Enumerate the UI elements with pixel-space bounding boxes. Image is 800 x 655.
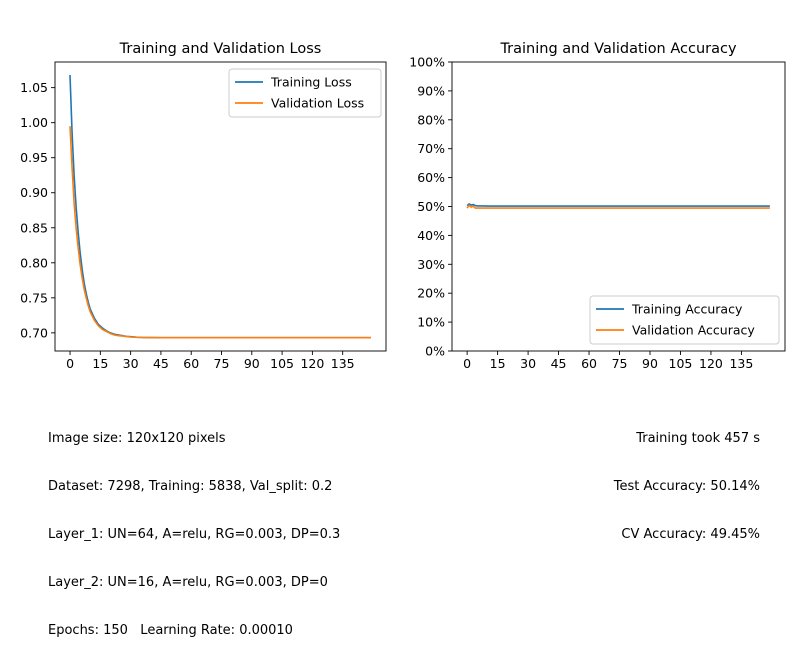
x-tick-label: 0 [66,356,74,371]
x-tick-label: 45 [551,356,567,371]
x-tick-label: 30 [520,356,536,371]
x-tick-label: 15 [92,356,108,371]
x-tick-label: 135 [331,356,355,371]
info-line: Dataset: 7298, Training: 5838, Val_split… [48,479,333,494]
result-line: CV Accuracy: 49.45% [621,527,760,542]
info-line: Layer_2: UN=16, A=relu, RG=0.003, DP=0 [48,575,328,590]
legend-label: Training Loss [270,75,352,90]
x-tick-label: 90 [642,356,658,371]
y-tick-label: 0.95 [20,150,48,165]
y-tick-label: 70% [417,141,445,156]
result-line: Training took 457 s [636,431,760,446]
result-line: Test Accuracy: 50.14% [613,479,760,494]
y-tick-label: 10% [417,315,445,330]
y-tick-label: 0.80 [20,255,48,270]
series-line [69,126,371,339]
info-line: Epochs: 150 Learning Rate: 0.00010 [48,623,293,638]
y-tick-label: 0.85 [20,220,48,235]
info-line: Image size: 120x120 pixels [48,431,226,446]
legend-label: Validation Loss [271,96,364,111]
x-tick-label: 105 [270,356,294,371]
x-tick-label: 105 [669,356,693,371]
y-tick-label: 20% [417,286,445,301]
y-tick-label: 1.05 [20,80,48,95]
series-line [466,203,770,207]
axes-frame [54,61,387,352]
y-tick-label: 60% [417,170,445,185]
chart-title: Training and Validation Loss [119,41,322,57]
x-tick-label: 135 [729,356,753,371]
legend-box [589,295,780,345]
y-tick-label: 90% [417,83,445,98]
x-tick-label: 0 [463,356,471,371]
x-tick-label: 15 [490,356,506,371]
figure: Training and Validation Loss 0 15 30 45 60 75 9… [20,41,786,371]
y-tick-label: 1.00 [20,115,48,130]
x-tick-label: 60 [581,356,597,371]
y-tick-label: 0.70 [20,325,48,340]
chart-title: Training and Validation Accuracy [499,41,737,57]
info-line: Layer_1: UN=64, A=relu, RG=0.003, DP=0.3 [48,527,341,542]
y-tick-label: 0% [425,344,445,359]
x-tick-label: 90 [244,356,260,371]
y-tick-label: 40% [417,228,445,243]
x-tick-label: 75 [612,356,628,371]
legend-label: Validation Accuracy [632,323,755,338]
y-tick-label: 50% [417,199,445,214]
x-tick-label: 30 [123,356,139,371]
legend-label: Training Accuracy [631,302,743,317]
chart-panel-1: Training and Validation Loss 0 15 30 45 60 75 9… [20,41,387,371]
y-tick-label: 30% [417,257,445,272]
training-info-panel: Image size: 120x120 pixels Dataset: 7298… [48,399,340,655]
chart-panel-2: Training and Validation Accuracy 0 15 30 45 6… [409,41,786,371]
y-tick-label: 100% [409,55,445,70]
y-tick-label: 80% [417,112,445,127]
y-tick-label: 0.75 [20,290,48,305]
legend-box [228,68,382,118]
x-tick-label: 60 [183,356,199,371]
results-info-panel: Training took 457 s Test Accuracy: 50.14… [614,399,760,559]
y-tick-label: 0.90 [20,185,48,200]
x-tick-label: 45 [153,356,169,371]
x-tick-label: 120 [699,356,723,371]
x-tick-label: 75 [214,356,230,371]
series-line [466,204,770,209]
x-tick-label: 120 [300,356,324,371]
